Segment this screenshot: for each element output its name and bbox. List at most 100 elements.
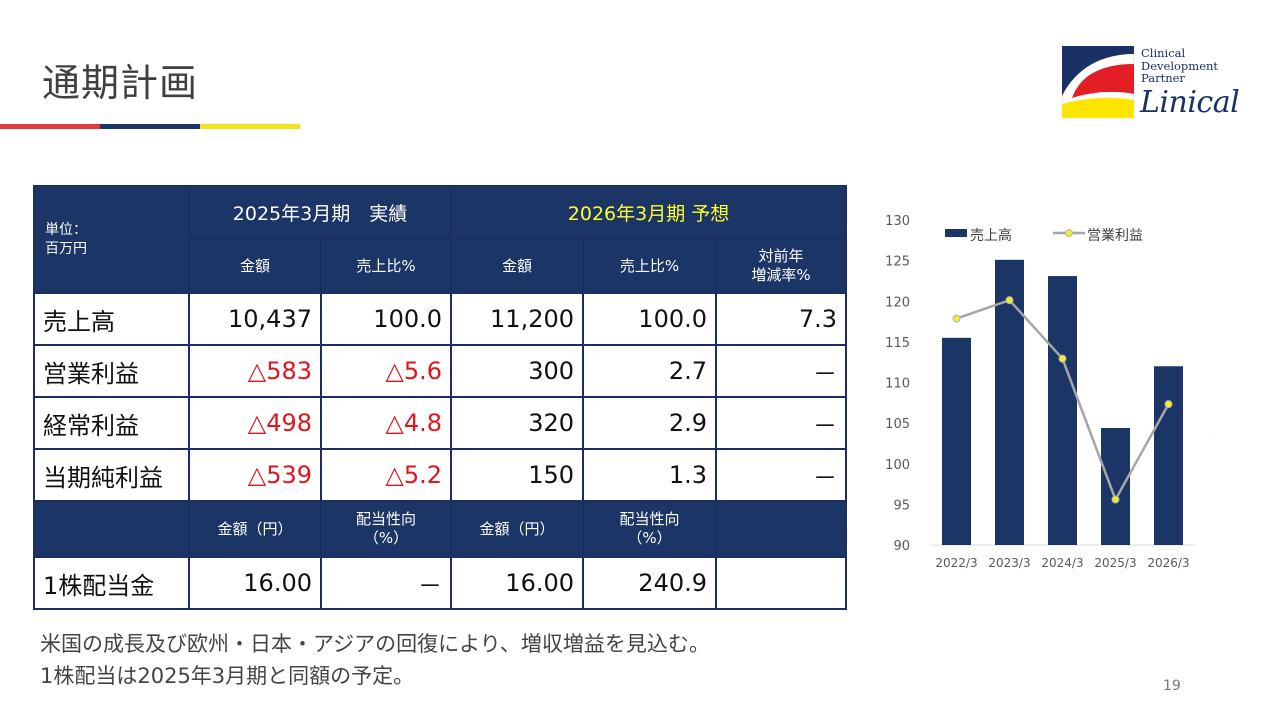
legend-bar-swatch (945, 229, 967, 237)
dividend-header-row: 金額（円） 配当性向 （%） 金額（円） 配当性向 （%） (33, 500, 848, 558)
x-axis-tick-label: 2026/3 (1147, 556, 1189, 570)
table-row: 当期純利益 △539 △5.2 150 1.3 － (33, 448, 848, 502)
logo-tagline-line1: Clinical (1141, 46, 1186, 60)
full-year-plan-table: 単位： 百万円 2025年3月期 実績 2026年3月期 予想 金額 売上比% … (33, 185, 848, 610)
row-label: 経常利益 (33, 396, 190, 450)
unit-cell: 単位： 百万円 (33, 185, 190, 294)
operating-profit-point (1005, 296, 1014, 305)
commentary-line1: 米国の成長及び欧州・日本・アジアの回復により、増収増益を見込む。 (40, 632, 710, 656)
forecast-amount: 320 (450, 396, 585, 450)
dividend-row: 1株配当金 16.00 － 16.00 240.9 (33, 556, 848, 610)
subheader-yoy: 対前年 増減率% (715, 237, 848, 294)
legend-bar-label: 売上高 (970, 227, 1012, 244)
right-axis-tick-label: 10 (1209, 322, 1210, 337)
forecast-ratio: 2.9 (582, 396, 718, 450)
chart-bar (1048, 276, 1077, 545)
left-axis-tick-label: 100 (885, 458, 910, 473)
left-axis-tick-label: 125 (885, 255, 910, 270)
table-header-row: 単位： 百万円 2025年3月期 実績 2026年3月期 予想 (33, 185, 848, 294)
operating-profit-point (1111, 495, 1120, 504)
forecast-ratio: 100.0 (582, 292, 718, 346)
title-underline (0, 124, 300, 129)
forecast-amount: 300 (450, 344, 585, 398)
right-axis-tick-label: 0 (1209, 431, 1210, 446)
actual-ratio: 100.0 (320, 292, 453, 346)
linical-logo-mark (1062, 46, 1134, 118)
unit-line1: 単位： (45, 221, 87, 238)
table-row: 売上高 10,437 100.0 11,200 100.0 7.3 (33, 292, 848, 346)
payout-line1: 配当性向 (356, 510, 417, 528)
yoy-change: － (715, 344, 848, 398)
yoy-change: － (715, 396, 848, 450)
left-axis-tick-label: 130 (885, 214, 910, 229)
table-row: 経常利益 △498 △4.8 320 2.9 － (33, 396, 848, 450)
x-axis-tick-label: 2025/3 (1094, 556, 1136, 570)
row-label: 売上高 (33, 292, 190, 346)
row-label: 当期純利益 (33, 448, 190, 502)
left-axis-tick-label: 115 (885, 336, 910, 351)
right-axis-tick-label: 15 (1209, 268, 1210, 283)
left-axis-tick-label: 90 (893, 539, 910, 554)
commentary: 米国の成長及び欧州・日本・アジアの回復により、増収増益を見込む。 1株配当は20… (40, 628, 710, 692)
dividend-header-blank-right (715, 500, 848, 558)
operating-profit-point (1164, 400, 1173, 409)
subheader-yoy-line2: 増減率% (751, 265, 811, 284)
actual-amount: 10,437 (188, 292, 322, 346)
slide-title: 通期計画 (42, 61, 199, 105)
subheader-forecast-amount: 金額 (450, 237, 585, 294)
table-subheader-row: 金額 売上比% 金額 売上比% 対前年 増減率% (34, 237, 848, 294)
subheader-actual-amount: 金額 (188, 237, 322, 294)
dividend-header-forecast-payout: 配当性向 （%） (582, 500, 718, 558)
right-axis-tick-label: (5) (1209, 485, 1210, 500)
actual-amount: △539 (188, 448, 322, 502)
left-axis-tick-label: 95 (893, 498, 910, 513)
payout-line2: （%） (627, 529, 672, 547)
actual-header: 2025年3月期 実績 (187, 185, 453, 239)
dividend-forecast-payout: 240.9 (582, 556, 718, 610)
table-row: 営業利益 △583 △5.6 300 2.7 － (33, 344, 848, 398)
actual-ratio: △5.2 (320, 448, 453, 502)
forecast-header: 2026年3月期 予想 (450, 185, 848, 239)
left-axis-tick-label: 110 (885, 377, 910, 392)
unit-line2: 百万円 (45, 240, 87, 257)
chart-bar (942, 337, 971, 545)
actual-ratio: △4.8 (320, 396, 453, 450)
legend-line-label: 営業利益 (1087, 228, 1143, 244)
forecast-ratio: 2.7 (582, 344, 718, 398)
yoy-change: － (715, 448, 848, 502)
logo-tagline-line2: Development (1141, 58, 1219, 73)
legend-line-marker (1065, 229, 1073, 237)
right-axis-tick-label: (10) (1209, 539, 1210, 554)
actual-amount: △583 (188, 344, 322, 398)
actual-amount: △498 (188, 396, 322, 450)
dividend-empty (715, 556, 848, 610)
left-axis-tick-label: 120 (885, 295, 910, 310)
sales-profit-chart: 130125120115110105100959020151050(5)(10)… (885, 214, 1210, 570)
dividend-header-blank (33, 500, 190, 558)
x-axis-tick-label: 2024/3 (1041, 556, 1083, 570)
forecast-ratio: 1.3 (582, 448, 718, 502)
logo-tagline: Clinical Development Partner (1141, 47, 1218, 85)
left-axis-tick-label: 105 (885, 417, 910, 432)
chart-bar (995, 259, 1024, 545)
x-axis-tick-label: 2022/3 (935, 556, 977, 570)
title-underline-navy (100, 124, 200, 129)
page-number: 19 (1163, 678, 1181, 694)
dividend-header-forecast-amount: 金額（円） (450, 500, 585, 558)
logo-wordmark: Linical (1140, 85, 1240, 120)
operating-profit-point (952, 314, 961, 323)
row-label: 営業利益 (33, 344, 190, 398)
payout-line2: （%） (363, 529, 409, 547)
dividend-actual-payout: － (320, 556, 453, 610)
right-axis-tick-label: 5 (1209, 377, 1210, 392)
x-axis-tick-label: 2023/3 (988, 556, 1030, 570)
dividend-forecast-amount: 16.00 (450, 556, 585, 610)
dividend-actual-amount: 16.00 (188, 556, 322, 610)
dividend-header-actual-amount: 金額（円） (188, 500, 322, 558)
subheader-actual-ratio: 売上比% (320, 237, 453, 294)
title-underline-red (0, 124, 100, 129)
commentary-line2: 1株配当は2025年3月期と同額の予定。 (40, 664, 415, 688)
dividend-header-actual-payout: 配当性向 （%） (320, 500, 453, 558)
dividend-label: 1株配当金 (33, 556, 190, 610)
chart-bar (1101, 428, 1130, 545)
